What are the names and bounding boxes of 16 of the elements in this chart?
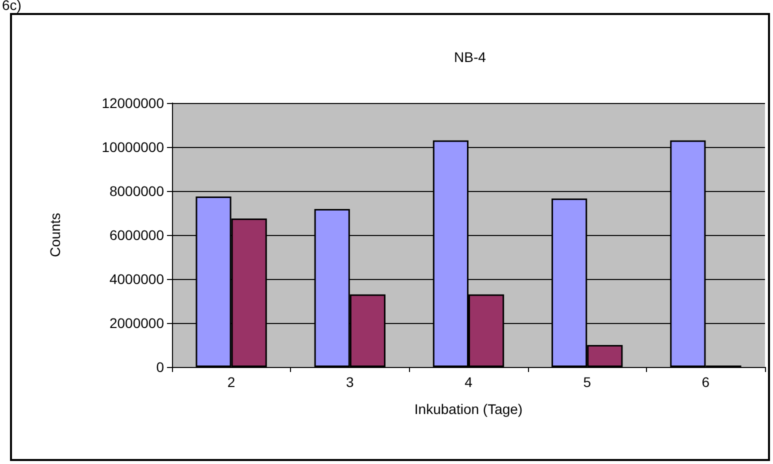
x-tick-label: 6 [702,374,710,390]
x-tick-label: 4 [464,374,473,390]
x-tick-label: 2 [227,374,236,390]
y-tick-label: 4000000 [109,271,164,287]
y-tick-label: 10000000 [102,139,164,155]
x-tick-label: 3 [346,374,354,390]
y-tick-label: 6000000 [109,227,164,243]
x-axis-title: Inkubation (Tage) [414,401,523,417]
y-tick-label: 0 [156,359,164,375]
y-axis-title: Counts [47,212,63,258]
y-tick-label: 2000000 [109,315,164,331]
text: 6c) [2,0,22,13]
y-tick-label: 12000000 [102,95,164,111]
y-tick-label: 8000000 [109,183,164,199]
x-tick-label: 5 [583,374,592,390]
chart-title: NB-4 [454,49,486,65]
